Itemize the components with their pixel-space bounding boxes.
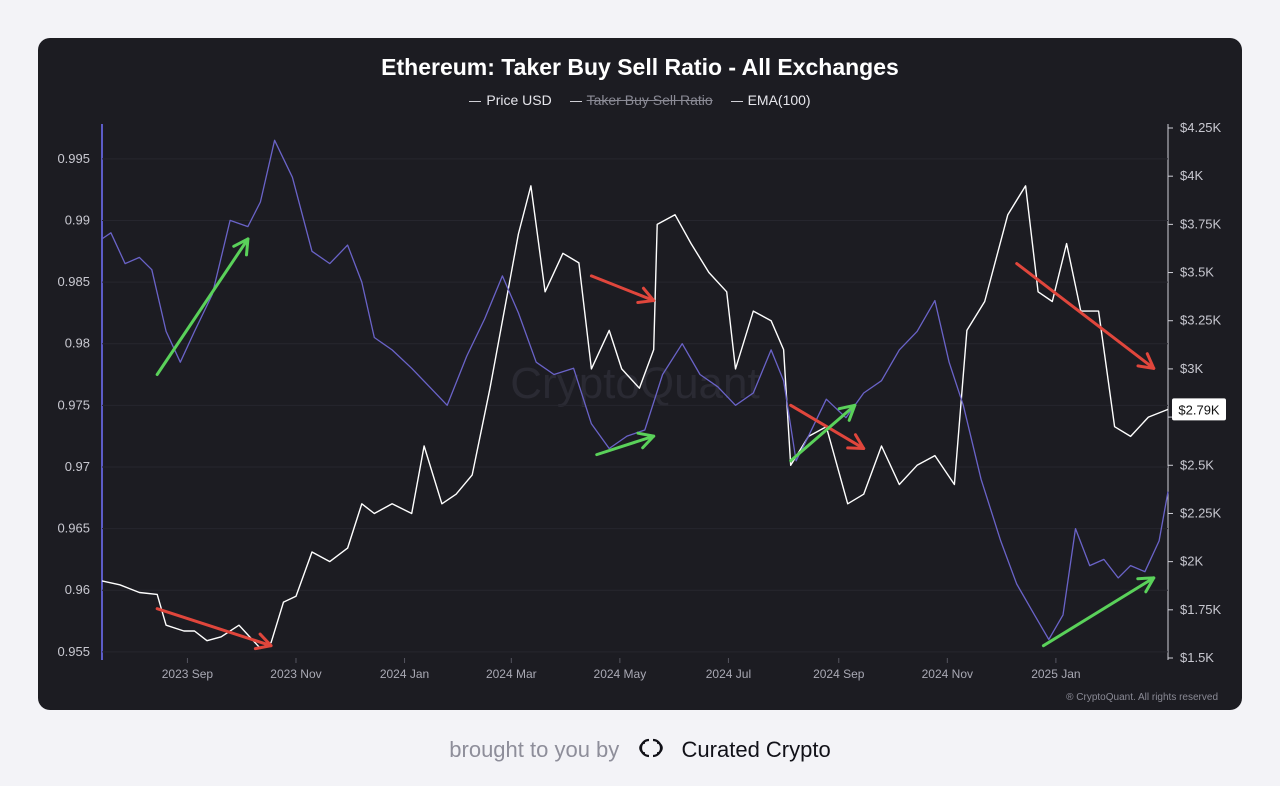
x-tick-label: 2024 Nov [922, 667, 973, 681]
red-arrowhead [253, 632, 273, 651]
ema-series-line [101, 139, 1169, 641]
y-right-tick-label: $2.25K [1180, 505, 1222, 520]
x-tick-label: 2024 Jul [706, 667, 751, 681]
y-left-tick-label: 0.995 [57, 151, 90, 166]
y-left-tick-label: 0.97 [65, 459, 90, 474]
green-arrowhead [837, 403, 857, 422]
red-arrowhead [846, 433, 866, 450]
chart-card: CryptoQuant 0.955 0.96 0.965 0.97 0.975 0.98 0.… [38, 38, 1242, 710]
x-tick-label: 2024 Jan [380, 667, 429, 681]
green-trend-arrow [789, 403, 857, 463]
y-right-tick-label: $2K [1180, 554, 1203, 569]
red-arrowhead [636, 286, 656, 305]
y-left-tick-label: 0.975 [57, 397, 90, 412]
footer: brought to you by Curated Crypto [0, 736, 1280, 766]
legend-label-ema: EMA(100) [747, 92, 811, 108]
copyright: ® CryptoQuant. All rights reserved [1066, 692, 1218, 703]
y-left-tick-label: 0.985 [57, 274, 90, 289]
x-tick-label: 2024 May [594, 667, 647, 681]
current-price-label: $2.79K [1178, 402, 1220, 417]
y-right-tick-label: $1.75K [1180, 602, 1222, 617]
y-right-tick-label: $1.5K [1180, 650, 1214, 665]
red-arrowhead [1136, 352, 1156, 370]
legend-label-price: Price USD [486, 92, 552, 108]
legend-item-ratio[interactable]: Taker Buy Sell Ratio [569, 92, 713, 108]
green-arrowhead [636, 431, 656, 450]
legend-label-ratio: Taker Buy Sell Ratio [586, 92, 713, 108]
footer-prefix: brought to you by [449, 736, 620, 762]
legend-line-icon [730, 100, 743, 102]
x-tick-label: 2025 Jan [1031, 667, 1080, 681]
chart-title: Ethereum: Taker Buy Sell Ratio - All Exc… [381, 54, 899, 80]
legend-item-ema[interactable]: EMA(100) [730, 92, 811, 108]
legend-item-price[interactable]: Price USD [469, 92, 552, 108]
y-right-tick-label: $3K [1180, 361, 1203, 376]
y-right-tick-label: $3.25K [1180, 313, 1222, 328]
x-tick-label: 2024 Mar [486, 667, 537, 681]
y-left-tick-label: 0.955 [57, 644, 90, 659]
price-series-line [101, 185, 1169, 650]
green-arrowhead [232, 237, 250, 257]
red-trend-arrow [789, 403, 866, 450]
red-trend-arrow [155, 607, 273, 648]
footer-brand: Curated Crypto [681, 736, 831, 762]
y-right-tick-label: $3.75K [1180, 216, 1222, 231]
green-trend-arrow [155, 237, 250, 377]
red-trend-arrow [1015, 262, 1156, 370]
y-left-tick-label: 0.98 [65, 336, 90, 351]
red-trend-arrow [589, 274, 656, 303]
legend-line-icon [469, 100, 482, 102]
x-tick-label: 2024 Sep [813, 667, 865, 681]
y-right-tick-label: $4K [1180, 168, 1203, 183]
y-left-tick-label: 0.99 [65, 212, 90, 227]
chart-canvas: CryptoQuant0.9550.960.9650.970.9750.980.… [57, 120, 1226, 703]
green-arrowhead [1136, 576, 1156, 594]
y-left-tick-label: 0.96 [65, 582, 90, 597]
y-left-tick-label: 0.965 [57, 521, 90, 536]
y-right-tick-label: $3.5K [1180, 265, 1214, 280]
y-right-tick-label: $4.25K [1180, 120, 1222, 135]
green-trend-arrow [1041, 576, 1156, 648]
chart-legend: Price USD Taker Buy Sell Ratio EMA(100) [38, 92, 1242, 108]
double-c-logo-icon [635, 736, 667, 766]
legend-line-icon [569, 100, 582, 102]
current-price-box [1172, 398, 1226, 421]
green-trend-arrow [595, 434, 656, 457]
y-right-tick-label: $2.5K [1180, 457, 1214, 472]
x-tick-label: 2023 Nov [270, 667, 321, 681]
x-tick-label: 2023 Sep [162, 667, 214, 681]
